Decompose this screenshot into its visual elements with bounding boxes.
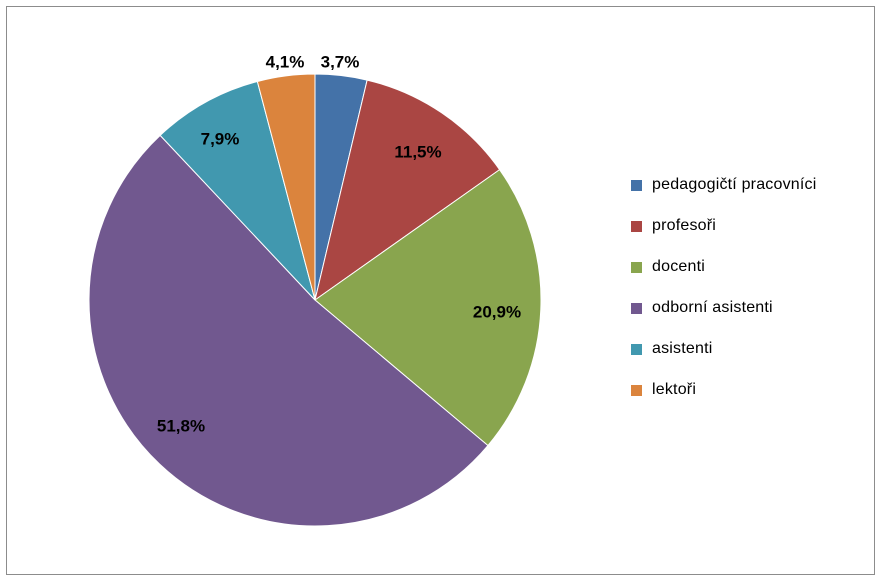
legend-item: odborní asistenti [631, 296, 817, 320]
slice-data-label: 7,9% [201, 129, 240, 148]
legend-item: pedagogičtí pracovníci [631, 173, 817, 197]
slice-data-label: 11,5% [394, 142, 441, 161]
slice-data-label: 20,9% [473, 302, 521, 321]
pie-slice [314, 79, 501, 302]
legend-label: asistenti [652, 340, 713, 357]
legend-swatch [631, 302, 642, 314]
pie-slice [256, 73, 316, 301]
legend-label: docenti [652, 258, 705, 275]
legend-swatch [631, 343, 642, 355]
legend-item: profesoři [631, 214, 817, 238]
slice-data-label: 3,7% [321, 52, 360, 71]
legend: pedagogičtí pracovníci profesoři docenti od… [631, 173, 817, 419]
legend-swatch [631, 261, 642, 273]
slice-labels: 3,7% 11,5% 20,9% 51,8% 7,9% 4,1% [157, 52, 521, 435]
legend-swatch [631, 220, 642, 232]
legend-item: docenti [631, 255, 817, 279]
legend-item: lektoři [631, 378, 817, 402]
legend-label: lektoři [652, 381, 697, 398]
pie-slice [314, 168, 542, 447]
slice-data-label: 51,8% [157, 416, 205, 435]
pie-slice [88, 134, 489, 527]
legend-label: profesoři [652, 217, 717, 234]
legend-label: pedagogičtí pracovníci [652, 176, 817, 193]
pie-slice [159, 80, 316, 301]
legend-item: asistenti [631, 337, 817, 361]
pie-slices [88, 73, 542, 527]
legend-swatch [631, 179, 642, 191]
legend-label: odborní asistenti [652, 299, 773, 316]
slice-data-label: 4,1% [266, 52, 305, 71]
legend-swatch [631, 384, 642, 396]
